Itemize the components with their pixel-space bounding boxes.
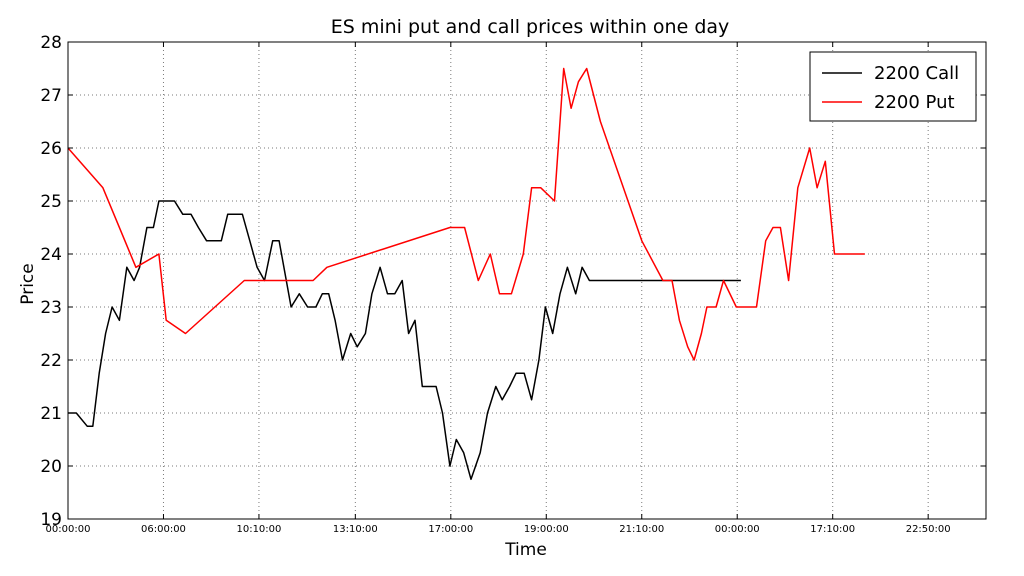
legend-box [809, 51, 977, 122]
y-tick-label: 26 [40, 139, 62, 159]
plot-frame [67, 41, 987, 520]
y-tick-label: 27 [40, 86, 62, 106]
y-tick-label: 25 [40, 192, 62, 212]
x-tick-label: 00:00:00 [715, 524, 760, 535]
x-tick-label: 19:00:00 [524, 524, 569, 535]
y-tick-label: 19 [40, 510, 62, 530]
y-tick-label: 20 [40, 457, 62, 477]
x-tick-label: 00:00:00 [46, 524, 91, 535]
x-tick-label: 10:10:00 [236, 524, 281, 535]
y-axis-label: Price [18, 263, 38, 304]
chart-title: ES mini put and call prices within one d… [331, 16, 730, 38]
y-tick-label: 23 [40, 298, 62, 318]
y-tick-label: 24 [40, 245, 62, 265]
x-tick-label: 17:00:00 [428, 524, 473, 535]
legend-label-call: 2200 Call [874, 63, 959, 84]
y-tick-label: 28 [40, 33, 62, 53]
y-tick-label: 22 [40, 351, 62, 371]
x-tick-label: 13:10:00 [333, 524, 378, 535]
x-tick-label: 17:10:00 [810, 524, 855, 535]
x-tick-label: 22:50:00 [906, 524, 951, 535]
series-line-call [68, 200, 741, 481]
legend-label-put: 2200 Put [874, 92, 955, 113]
x-tick-label: 21:10:00 [619, 524, 664, 535]
axis-ticks: 19 20 21 22 23 24 25 26 27 28 00:00:00 06:00:00 10:1… [40, 33, 986, 535]
series-lines [67, 67, 865, 481]
x-tick-label: 06:00:00 [141, 524, 186, 535]
legend: 2200 Call 2200 Put [809, 51, 977, 122]
x-axis-label: Time [504, 540, 547, 560]
series-line-put [67, 67, 865, 361]
y-tick-label: 21 [40, 404, 62, 424]
